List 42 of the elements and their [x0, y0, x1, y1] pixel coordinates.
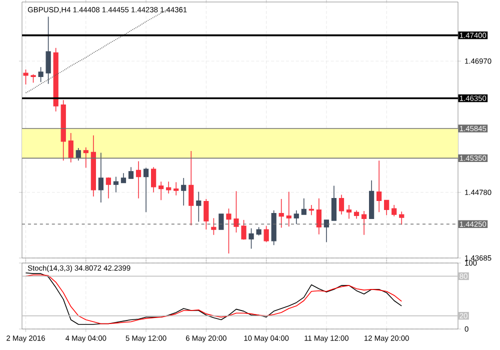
candlestick [98, 152, 104, 203]
candlestick [316, 198, 322, 235]
candlestick [174, 182, 179, 196]
candlestick [120, 172, 126, 184]
candlestick [76, 148, 81, 161]
candlestick [151, 166, 156, 193]
candlestick [38, 66, 44, 82]
candlestick [23, 69, 28, 85]
candlestick [113, 176, 119, 193]
candlestick [264, 226, 269, 243]
candlestick [241, 220, 246, 240]
candlestick [248, 228, 254, 250]
candlestick [196, 191, 202, 222]
candlestick [83, 147, 88, 168]
candlestick [361, 210, 367, 236]
candlestick [166, 181, 172, 194]
candlestick [211, 218, 216, 236]
candlestick [278, 198, 284, 228]
candlestick [143, 167, 149, 213]
candlestick [338, 194, 344, 215]
candlestick [399, 211, 404, 226]
candlestick [136, 160, 142, 199]
candlestick [46, 16, 51, 84]
candlestick [324, 220, 330, 243]
candlestick [384, 200, 390, 216]
candlestick [128, 166, 134, 179]
candlestick [294, 210, 299, 225]
candlestick [346, 204, 352, 220]
candlestick [158, 181, 164, 201]
candlestick [331, 185, 337, 221]
candlestick [106, 176, 112, 199]
candlestick [376, 160, 382, 213]
candlestick [181, 178, 186, 206]
candlestick [218, 214, 224, 230]
candlestick [188, 150, 194, 226]
candlestick [301, 198, 306, 215]
candlestick [68, 132, 74, 163]
candlestick [204, 198, 209, 230]
candlestick [286, 191, 292, 227]
candlestick [392, 204, 397, 217]
candlestick [234, 190, 239, 233]
candlestick [226, 208, 232, 254]
